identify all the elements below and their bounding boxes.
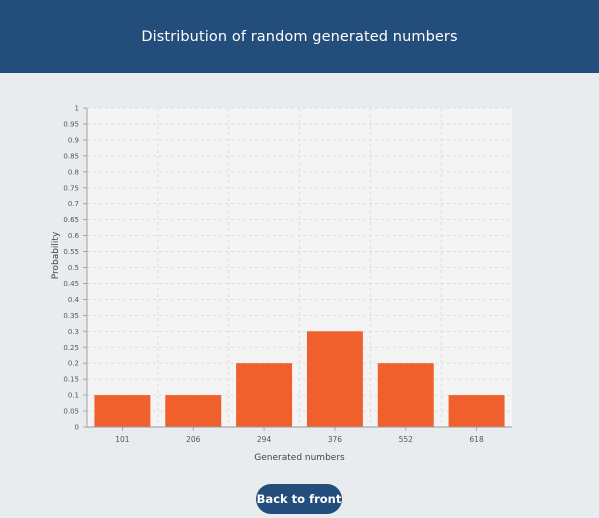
y-tick-label: 0.4 xyxy=(68,296,80,304)
y-tick-label: 0.8 xyxy=(68,168,79,176)
x-tick-label: 101 xyxy=(115,435,130,444)
x-tick-label: 294 xyxy=(257,435,272,444)
y-tick-label: 0.35 xyxy=(63,312,79,320)
chart-grid xyxy=(87,107,512,427)
y-tick-label: 0.1 xyxy=(68,392,79,400)
y-tick-label: 0.25 xyxy=(63,344,79,352)
y-tick-label: 0.85 xyxy=(63,152,79,160)
x-tick-label: 552 xyxy=(399,435,414,444)
bar-206 xyxy=(165,395,222,427)
y-tick-label: 0.45 xyxy=(63,280,79,288)
y-tick-label: 0 xyxy=(75,424,79,432)
y-tick-label: 0.15 xyxy=(63,376,79,384)
y-tick-label: 0.05 xyxy=(63,408,79,416)
y-tick-label: 0.9 xyxy=(68,136,79,144)
x-tick-label: 618 xyxy=(469,435,484,444)
y-tick-label: 0.75 xyxy=(63,184,79,192)
x-tick-label: 206 xyxy=(186,435,201,444)
probability-bar-chart: 0 0.05 0.1 0.15 0.2 0.25 0.3 0.35 0.4 0.45 0.5 0.55… xyxy=(51,105,512,463)
y-tick-label: 1 xyxy=(75,105,79,113)
bar-552 xyxy=(377,363,434,427)
y-tick-label: 0.55 xyxy=(63,248,79,256)
y-tick-label: 0.65 xyxy=(63,216,79,224)
x-axis-label: Generated numbers xyxy=(254,453,345,463)
y-tick-label: 0.2 xyxy=(68,360,79,368)
y-tick-label: 0.5 xyxy=(68,264,79,272)
page-header: Distribution of random generated numbers xyxy=(0,0,599,73)
y-axis-label: Probability xyxy=(51,231,61,279)
chart-bars xyxy=(94,331,505,427)
bar-294 xyxy=(236,363,293,427)
bar-618 xyxy=(448,395,505,427)
y-axis-ticks: 0 0.05 0.1 0.15 0.2 0.25 0.3 0.35 0.4 0.45 0.5 0.55… xyxy=(63,105,87,432)
bar-101 xyxy=(94,395,151,427)
y-tick-label: 0.3 xyxy=(68,328,79,336)
y-tick-label: 0.95 xyxy=(63,120,79,128)
bar-376 xyxy=(306,331,363,427)
y-tick-label: 0.6 xyxy=(68,232,80,240)
back-to-front-button[interactable]: Back to front xyxy=(256,484,342,514)
y-tick-label: 0.7 xyxy=(68,200,79,208)
x-tick-label: 376 xyxy=(328,435,343,444)
x-axis-ticks: 101 206 294 376 552 618 xyxy=(115,427,484,444)
page-title: Distribution of random generated numbers xyxy=(141,28,458,45)
